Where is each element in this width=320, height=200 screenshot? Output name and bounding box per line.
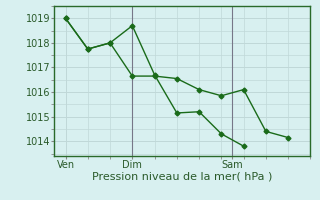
X-axis label: Pression niveau de la mer( hPa ): Pression niveau de la mer( hPa ) [92,172,273,182]
